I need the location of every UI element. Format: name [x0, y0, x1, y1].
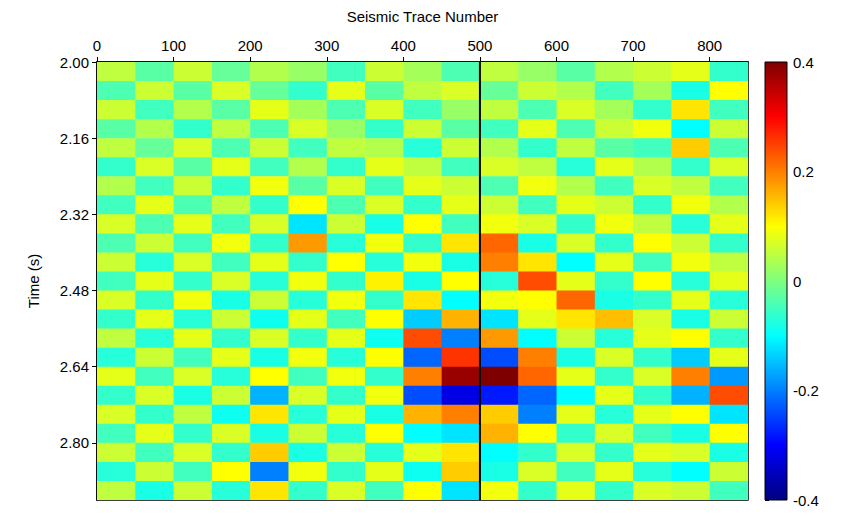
svg-text:2.64: 2.64 [60, 358, 89, 375]
svg-text:800: 800 [697, 37, 722, 54]
svg-text:0.2: 0.2 [793, 163, 814, 180]
svg-text:300: 300 [314, 37, 339, 54]
svg-text:500: 500 [467, 37, 492, 54]
svg-text:Seismic Trace Number: Seismic Trace Number [347, 8, 499, 25]
svg-text:700: 700 [621, 37, 646, 54]
svg-text:600: 600 [544, 37, 569, 54]
svg-text:100: 100 [161, 37, 186, 54]
svg-text:0: 0 [93, 37, 101, 54]
svg-text:0.4: 0.4 [793, 54, 814, 71]
svg-text:2.16: 2.16 [60, 130, 89, 147]
svg-text:2.80: 2.80 [60, 434, 89, 451]
svg-text:-0.4: -0.4 [793, 492, 819, 509]
svg-text:2.48: 2.48 [60, 282, 89, 299]
svg-text:Time (s): Time (s) [25, 254, 42, 308]
svg-text:2.32: 2.32 [60, 206, 89, 223]
svg-text:-0.2: -0.2 [793, 382, 819, 399]
svg-text:400: 400 [391, 37, 416, 54]
svg-text:2.00: 2.00 [60, 54, 89, 71]
svg-text:0: 0 [793, 273, 801, 290]
svg-text:200: 200 [238, 37, 263, 54]
